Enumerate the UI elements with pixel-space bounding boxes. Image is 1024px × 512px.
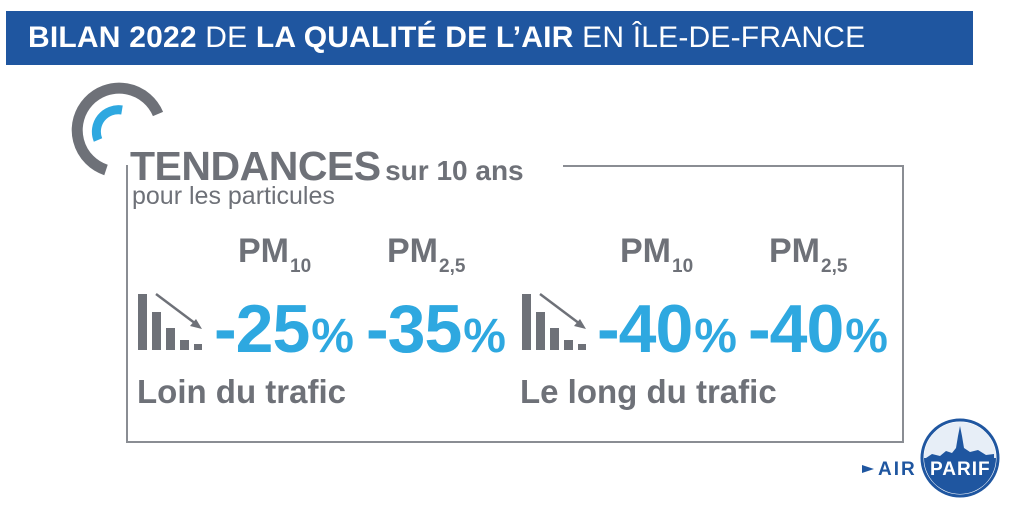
title-tendances: TENDANCES (130, 143, 381, 189)
group-label-far: Loin du trafic (137, 373, 346, 410)
decorative-arc-icon (71, 82, 164, 176)
declining-bars-icon (522, 293, 586, 350)
title-period: sur 10 ans (385, 155, 524, 186)
logo-air-text: AIR (878, 459, 917, 480)
content-frame (126, 165, 904, 443)
pm10-label-1: PM10 (238, 232, 312, 277)
banner-region: EN ÎLE-DE-FRANCE (573, 21, 866, 54)
pm25-label-2: PM2,5 (769, 232, 848, 277)
banner-year: BILAN 2022 (28, 21, 197, 54)
declining-bars-icon (138, 293, 202, 350)
frame-top-line (563, 165, 904, 167)
pm10-label-2: PM10 (620, 232, 694, 277)
section-title: TENDANCES sur 10 ans (130, 143, 530, 190)
pm10-value-1: -25% (214, 291, 354, 367)
title-banner: BILAN 2022 DE LA QUALITÉ DE L’AIR EN ÎLE… (6, 11, 973, 65)
section-subtitle: pour les particules (132, 182, 335, 210)
logo-parif-text: PARIF (930, 459, 991, 480)
banner-connector-1: DE (196, 21, 256, 54)
banner-subject: LA QUALITÉ DE L’AIR (255, 21, 574, 54)
airparif-logo: AIR PARIF (862, 418, 1000, 498)
pm10-value-2: -40% (597, 291, 737, 367)
group-label-near: Le long du trafic (520, 373, 777, 410)
pm25-label-1: PM2,5 (387, 232, 466, 277)
pm25-value-1: -35% (366, 291, 506, 367)
pm25-value-2: -40% (748, 291, 888, 367)
